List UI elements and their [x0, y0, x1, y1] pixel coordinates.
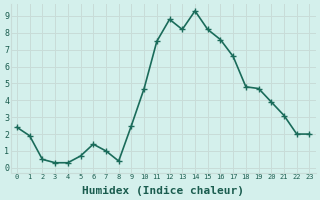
X-axis label: Humidex (Indice chaleur): Humidex (Indice chaleur)	[82, 186, 244, 196]
